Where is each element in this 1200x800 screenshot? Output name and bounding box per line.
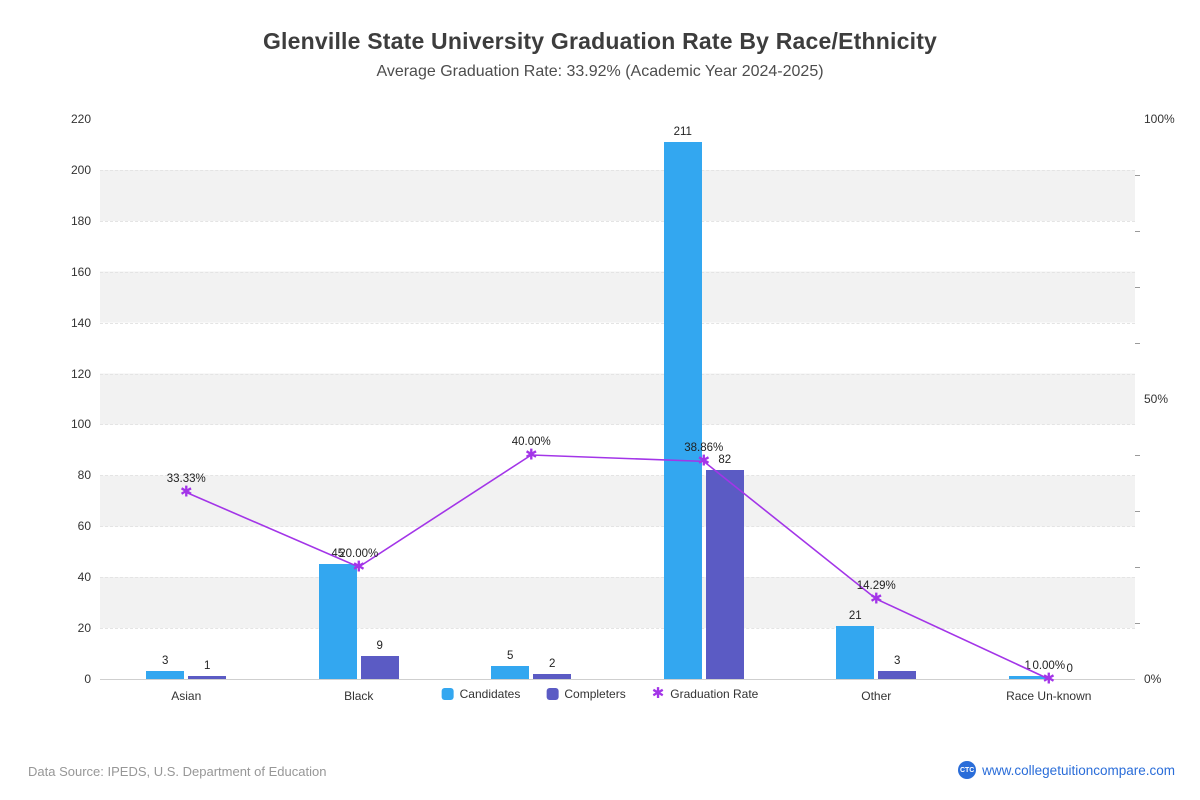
bar-label-candidates-4: 21 bbox=[848, 609, 862, 622]
gridline bbox=[100, 577, 1135, 579]
y-axis-left-tick-label: 40 bbox=[77, 570, 91, 585]
y-axis-right-tick-label: 0% bbox=[1144, 672, 1162, 686]
bar-candidates-5 bbox=[1008, 676, 1047, 679]
bar-label-completers-2: 2 bbox=[549, 657, 556, 670]
bar-completers-2 bbox=[533, 673, 572, 679]
y-axis-left-tick-label: 140 bbox=[70, 315, 91, 330]
rate-marker-0: ✱ bbox=[179, 483, 193, 501]
y-axis-right-minor-tick bbox=[1135, 343, 1140, 344]
bar-label-completers-5: 0 bbox=[1066, 663, 1073, 675]
bar-label-candidates-5: 1 bbox=[1024, 660, 1031, 673]
gridline bbox=[100, 220, 1135, 222]
y-axis-right-minor-tick bbox=[1135, 623, 1140, 624]
bar-candidates-3 bbox=[663, 141, 702, 679]
graduation-rate-star-icon: ✱ bbox=[651, 685, 665, 702]
gridline bbox=[100, 169, 1135, 171]
bar-candidates-2 bbox=[491, 666, 530, 679]
bar-candidates-4 bbox=[836, 625, 875, 679]
rate-marker-4: ✱ bbox=[869, 590, 883, 608]
x-axis-label-other: Other bbox=[861, 689, 892, 703]
rate-label-0: 33.33% bbox=[166, 473, 206, 486]
bar-label-candidates-0: 3 bbox=[162, 655, 169, 668]
chart-legend: Candidates Completers ✱ Graduation Rate bbox=[429, 683, 771, 704]
y-axis-left-tick-label: 220 bbox=[70, 112, 91, 126]
chart-subtitle: Average Graduation Rate: 33.92% (Academi… bbox=[376, 63, 824, 80]
y-axis-left-tick-label: 120 bbox=[70, 366, 91, 381]
y-axis-left-tick-label: 80 bbox=[77, 468, 91, 483]
x-axis-label-race-un-known: Race Un-known bbox=[1006, 689, 1092, 703]
plot-area: 0 20 40 60 80 100 120 140 160 180 200 220 100% 50% 0% 3… bbox=[71, 112, 1175, 703]
bar-label-completers-4: 3 bbox=[894, 655, 901, 668]
gridline bbox=[100, 373, 1135, 375]
legend-item-candidates[interactable]: Candidates bbox=[441, 686, 521, 701]
bar-completers-1 bbox=[360, 656, 399, 679]
chart-title: Glenville State University Graduation Ra… bbox=[262, 28, 938, 54]
legend-label: Candidates bbox=[459, 686, 521, 701]
rate-marker-5: ✱ bbox=[1042, 670, 1056, 688]
gridline bbox=[100, 475, 1135, 477]
completers-swatch-icon bbox=[546, 687, 559, 700]
legend-label: Graduation Rate bbox=[670, 686, 759, 701]
y-axis-left-tick-label: 160 bbox=[70, 264, 91, 279]
rate-label-5: 0.00% bbox=[1032, 660, 1066, 672]
legend-item-completers[interactable]: Completers bbox=[546, 686, 626, 701]
bar-completers-0 bbox=[188, 676, 227, 679]
y-axis-right-minor-tick bbox=[1135, 567, 1140, 568]
bar-label-candidates-2: 5 bbox=[507, 650, 514, 663]
x-axis-label-asian: Asian bbox=[171, 689, 202, 703]
y-axis-left-tick-label: 200 bbox=[70, 162, 91, 177]
graduation-rate-line bbox=[185, 454, 1050, 680]
rate-label-2: 40.00% bbox=[511, 436, 551, 448]
rate-label-3: 38.86% bbox=[684, 442, 724, 455]
site-credit: CTC www.collegetuitioncompare.com bbox=[958, 761, 1175, 779]
gridline bbox=[100, 526, 1135, 528]
data-source-note: Data Source: IPEDS, U.S. Department of E… bbox=[28, 764, 327, 779]
gridline bbox=[100, 322, 1135, 324]
bar-completers-4 bbox=[878, 671, 917, 679]
bar-label-completers-3: 82 bbox=[718, 454, 732, 467]
bar-label-completers-1: 9 bbox=[376, 640, 383, 653]
gridline bbox=[100, 424, 1135, 426]
y-axis-right-minor-tick bbox=[1135, 511, 1140, 512]
rate-label-4: 14.29% bbox=[856, 579, 896, 592]
bar-candidates-1 bbox=[318, 564, 357, 679]
bar-label-candidates-3: 211 bbox=[673, 125, 692, 138]
rate-marker-2: ✱ bbox=[524, 446, 538, 464]
legend-item-graduation-rate[interactable]: ✱ Graduation Rate bbox=[652, 686, 759, 701]
gridline bbox=[100, 628, 1135, 630]
y-axis-right-minor-tick bbox=[1135, 455, 1140, 456]
rate-marker-1: ✱ bbox=[352, 558, 366, 576]
bar-label-completers-0: 1 bbox=[204, 660, 211, 673]
y-axis-left-tick-label: 60 bbox=[77, 519, 91, 534]
y-axis-right-minor-tick bbox=[1135, 231, 1140, 232]
y-axis-left-tick-label: 180 bbox=[70, 213, 91, 228]
y-axis-left-tick-label: 0 bbox=[84, 672, 91, 686]
y-axis-right-minor-tick bbox=[1135, 175, 1140, 176]
legend-label: Completers bbox=[564, 686, 626, 701]
y-axis-left-tick-label: 20 bbox=[77, 621, 91, 636]
ctc-logo-icon[interactable]: CTC bbox=[958, 761, 977, 779]
candidates-swatch-icon bbox=[441, 687, 454, 700]
y-axis-right-minor-tick bbox=[1135, 287, 1140, 288]
rate-marker-3: ✱ bbox=[697, 452, 711, 470]
bar-candidates-0 bbox=[146, 671, 185, 679]
site-link[interactable]: www.collegetuitioncompare.com bbox=[982, 762, 1175, 778]
gridline bbox=[100, 271, 1135, 273]
y-axis-right-tick-label: 50% bbox=[1144, 392, 1169, 406]
y-axis-left-tick-label: 100 bbox=[70, 417, 91, 432]
y-axis-right-tick-label: 100% bbox=[1144, 112, 1175, 126]
rate-label-1: 20.00% bbox=[339, 548, 379, 560]
bar-completers-3 bbox=[705, 470, 744, 679]
x-axis-label-black: Black bbox=[344, 689, 374, 703]
